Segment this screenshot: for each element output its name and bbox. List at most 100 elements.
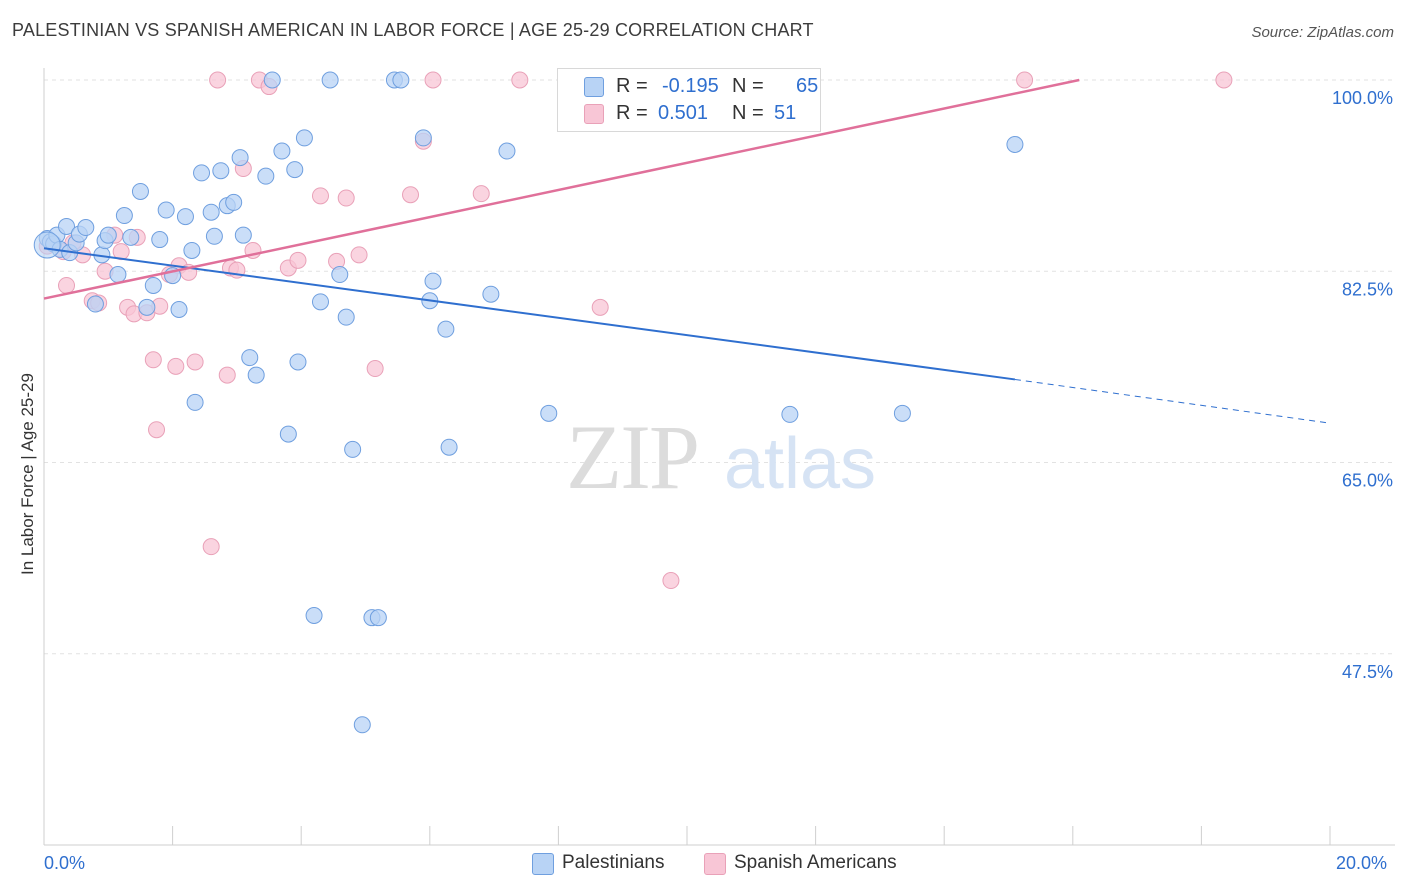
spanish-american-point <box>311 187 329 205</box>
chart-title: PALESTINIAN VS SPANISH AMERICAN IN LABOR… <box>12 20 814 40</box>
palestinian-point <box>131 182 149 200</box>
y-tick-label: 65.0% <box>1342 471 1393 491</box>
y-tick-label: 100.0% <box>1332 88 1393 108</box>
spanish-americans-points <box>38 71 1233 590</box>
palestinian-point <box>295 129 313 147</box>
spanish-american-point <box>350 246 368 264</box>
palestinian-point <box>86 295 104 313</box>
watermark-zip: ZIP <box>566 406 698 508</box>
palestinian-point <box>193 164 211 182</box>
spanish-american-point <box>1215 71 1233 89</box>
palestinian-point <box>99 226 117 244</box>
palestinian-point <box>1006 135 1024 153</box>
palestinians-trendline <box>43 247 1016 381</box>
spanish-american-point <box>144 351 162 369</box>
bottom-legend-swatch-blue <box>532 853 554 875</box>
palestinian-point <box>337 308 355 326</box>
source-label: Source: ZipAtlas.com <box>1251 24 1394 41</box>
legend-swatch-blue <box>584 77 604 97</box>
palestinian-point <box>205 227 223 245</box>
spanish-americans-trendline <box>43 78 1080 300</box>
legend-r-label: R = <box>616 75 648 97</box>
palestinian-point <box>202 203 220 221</box>
palestinian-point <box>138 298 156 316</box>
palestinian-point <box>331 266 349 284</box>
spanish-american-point <box>402 186 420 204</box>
legend-n-label: N = <box>732 75 764 97</box>
palestinian-point <box>369 609 387 627</box>
spanish-american-point <box>591 298 609 316</box>
y-tick-label: 82.5% <box>1342 279 1393 299</box>
palestinian-point <box>440 438 458 456</box>
axis-layer <box>43 68 1395 846</box>
palestinians-trendline-extension <box>1014 378 1331 424</box>
palestinian-point <box>321 71 339 89</box>
spanish-american-point <box>511 71 529 89</box>
spanish-american-point <box>289 251 307 269</box>
palestinian-point <box>392 71 410 89</box>
legend-r-value: -0.195 <box>662 75 719 97</box>
palestinian-point <box>482 285 500 303</box>
palestinian-point <box>263 71 281 89</box>
spanish-american-point <box>202 538 220 556</box>
legend-n-label: N = <box>732 102 764 124</box>
palestinian-point <box>33 231 61 259</box>
stats-legend: R = -0.195 N = 65 R = 0.501 N = 51 <box>557 68 821 132</box>
spanish-american-point <box>424 71 442 89</box>
bottom-legend-label: Spanish Americans <box>734 852 897 873</box>
palestinian-point <box>311 293 329 311</box>
y-tick-label: 47.5% <box>1342 662 1393 682</box>
palestinian-point <box>58 217 76 235</box>
palestinian-point <box>498 142 516 160</box>
watermark-atlas: atlas <box>724 424 876 504</box>
palestinian-point <box>241 349 259 367</box>
palestinian-point <box>279 425 297 443</box>
palestinian-point <box>151 231 169 249</box>
bottom-legend-label: Palestinians <box>562 852 665 873</box>
y-axis-label: In Labor Force | Age 25-29 <box>18 373 37 575</box>
palestinian-point <box>144 276 162 294</box>
palestinian-point <box>115 207 133 225</box>
palestinian-point <box>353 716 371 734</box>
palestinian-point <box>231 149 249 167</box>
x-tick-label-max: 20.0% <box>1336 853 1388 873</box>
palestinian-point <box>286 161 304 179</box>
palestinian-point <box>540 404 558 422</box>
palestinian-point <box>273 142 291 160</box>
palestinian-point <box>77 219 95 237</box>
spanish-american-point <box>662 572 680 590</box>
spanish-american-point <box>58 276 76 294</box>
spanish-american-point <box>472 185 490 203</box>
palestinian-point <box>781 405 799 423</box>
y-axis-label-wrap: In Labor Force | Age 25-29 <box>18 373 38 595</box>
palestinian-point <box>186 393 204 411</box>
spanish-american-point <box>209 71 227 89</box>
spanish-american-point <box>218 366 236 384</box>
palestinian-point <box>225 193 243 211</box>
trendlines <box>43 78 1331 424</box>
palestinian-point <box>212 162 230 180</box>
spanish-american-point <box>167 357 185 375</box>
palestinian-point <box>893 404 911 422</box>
palestinian-point <box>257 167 275 185</box>
spanish-american-point <box>337 189 355 207</box>
spanish-american-point <box>186 353 204 371</box>
legend-r-value: 0.501 <box>658 102 709 124</box>
palestinian-point <box>176 208 194 226</box>
palestinian-point <box>414 129 432 147</box>
palestinian-point <box>305 607 323 624</box>
palestinians-points <box>33 71 1024 734</box>
palestinian-point <box>289 353 307 371</box>
spanish-american-point <box>366 360 384 378</box>
palestinian-point <box>424 272 442 290</box>
palestinian-point <box>344 440 362 458</box>
legend-swatch-pink <box>584 104 604 124</box>
y-tick-labels: 47.5% 65.0% 82.5% 100.0% <box>1332 88 1393 682</box>
legend-n-value: 65 <box>796 75 819 97</box>
palestinian-point <box>234 226 252 244</box>
legend-n-value: 51 <box>774 102 797 124</box>
legend-r-label: R = <box>616 102 648 124</box>
palestinian-point <box>109 266 127 284</box>
palestinian-point <box>247 366 265 384</box>
